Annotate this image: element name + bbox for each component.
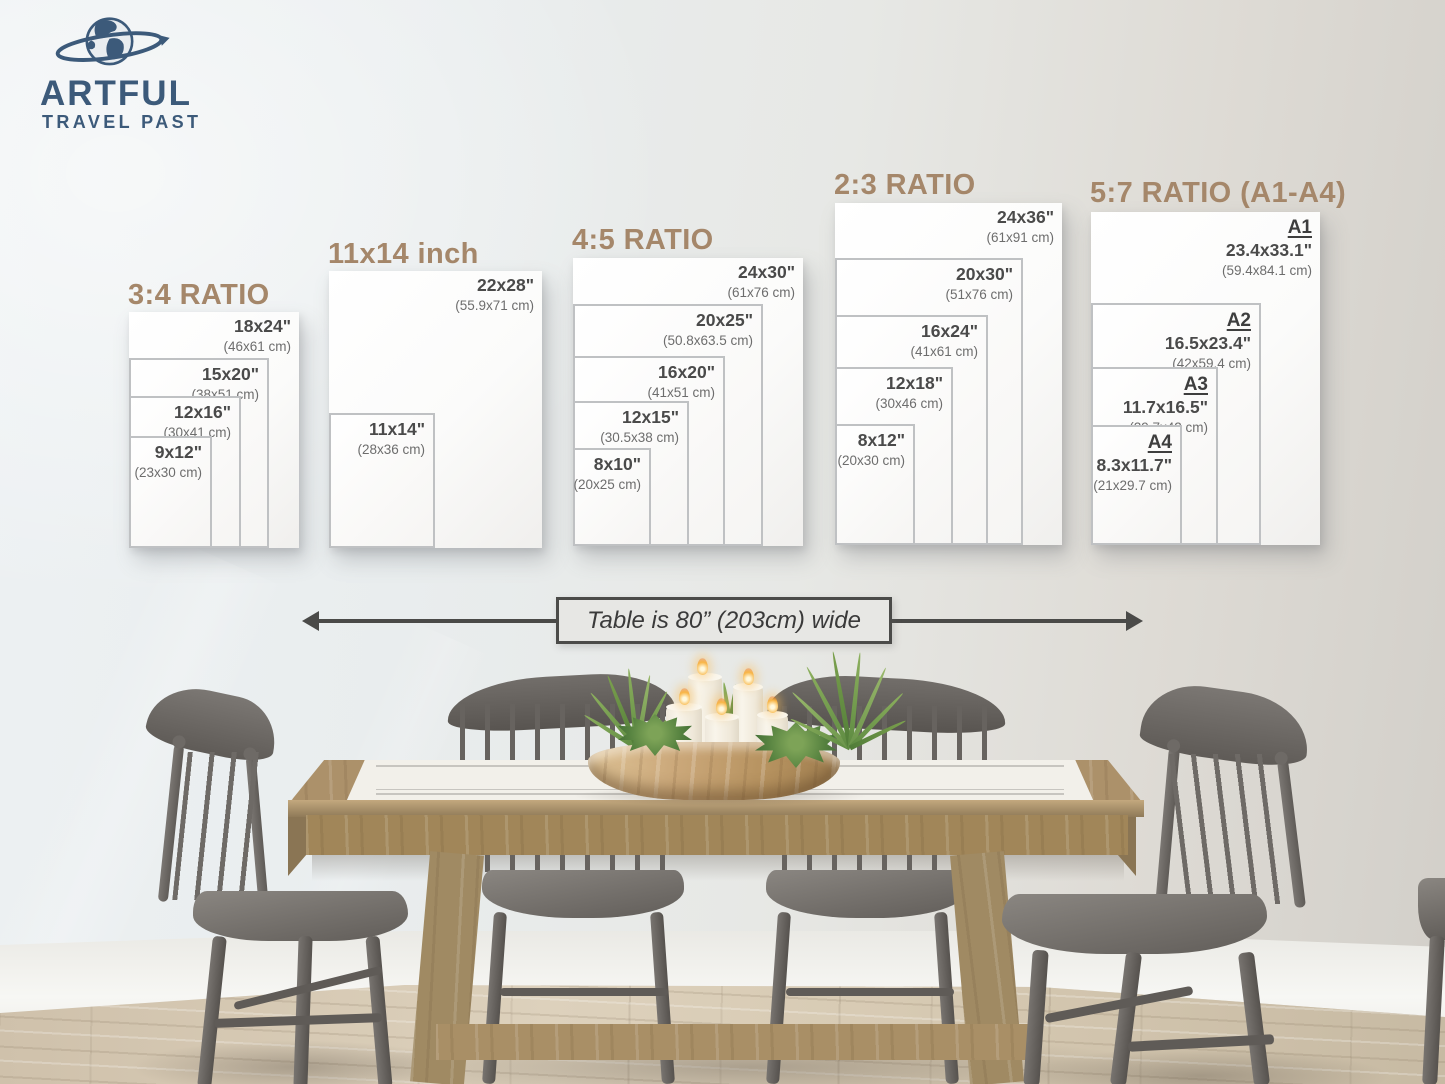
size-inches: 8x10" [593,454,641,474]
size-cm: (59.4x84.1 cm) [1221,262,1312,278]
size-inches: 8x12" [857,430,905,450]
size-cm: (46x61 cm) [223,338,291,354]
size-cm: (50.8x63.5 cm) [662,332,753,348]
chair-back-spindles [1168,754,1288,904]
size-inches: 8.3x11.7" [1096,454,1172,475]
size-label: 22x28" (55.9x71 cm) [455,275,534,315]
size-panel-11x14: 22x28" (55.9x71 cm) 11x14" (28x36 cm) [329,271,542,548]
chair-seat [1002,894,1267,954]
size-cm: (23x30 cm) [134,464,202,480]
size-rect: 8x10" (20x25 cm) [573,448,651,546]
candle-flame [679,688,690,705]
size-inches: 18x24" [234,316,291,336]
size-inches: 9x12" [154,442,202,462]
size-label: 24x36" (61x91 cm) [986,207,1054,247]
size-cm: (20x25 cm) [573,476,641,492]
paper-size-name: A4 [1147,432,1172,453]
brand-name: ARTFUL [40,74,192,113]
arrow-right-icon [1126,611,1143,631]
chair-stretcher [500,988,668,996]
paper-size-name: A3 [1183,374,1208,395]
chair-seat [766,870,968,918]
size-label: 24x30" (61x76 cm) [727,262,795,302]
chair-seat [1418,878,1445,940]
size-panel-4-5: 24x30" (61x76 cm) 20x25" (50.8x63.5 cm) … [573,258,803,546]
size-panel-5-7: A1 23.4x33.1" (59.4x84.1 cm) A2 16.5x23.… [1091,212,1320,545]
size-rect: 8x12" (20x30 cm) [835,424,915,545]
size-rect: 11x14" (28x36 cm) [329,413,435,548]
arrow-left-icon [302,611,319,631]
paper-size-name: A1 [1287,217,1312,238]
table-apron [306,815,1128,855]
panel-title-3-4: 3:4 RATIO [128,279,270,311]
size-rect: A4 8.3x11.7" (21x29.7 cm) [1091,425,1182,545]
size-inches: 12x18" [886,373,943,393]
size-inches: 12x16" [174,402,231,422]
size-inches: 22x28" [477,275,534,295]
size-cm: (30.5x38 cm) [600,429,679,445]
size-cm: (51x76 cm) [945,286,1013,302]
size-cm: (55.9x71 cm) [455,297,534,313]
air-plant [772,648,927,751]
size-inches: 16x20" [658,362,715,382]
panel-title-4-5: 4:5 RATIO [572,224,714,256]
size-inches: 15x20" [202,364,259,384]
size-rect: 9x12" (23x30 cm) [129,436,212,548]
size-inches: 20x30" [956,264,1013,284]
table-width-note: Table is 80” (203cm) wide [556,597,892,644]
panel-title-5-7: 5:7 RATIO (A1-A4) [1090,177,1347,209]
size-cm: (20x30 cm) [837,452,905,468]
size-inches: 12x15" [622,407,679,427]
brand-tagline: TRAVEL PAST [42,112,202,132]
chair-seat [482,870,684,918]
size-label: A1 23.4x33.1" (59.4x84.1 cm) [1222,216,1312,280]
paper-size-name: A2 [1226,310,1251,331]
chair-seat [193,891,408,941]
size-cm: (30x46 cm) [875,395,943,411]
size-cm: (28x36 cm) [357,441,425,457]
size-label: 18x24" (46x61 cm) [223,316,291,356]
chair-back-spindles [172,752,260,900]
globe-orbit-icon [55,17,170,66]
size-inches: 24x30" [738,262,795,282]
size-cm: (61x76 cm) [727,284,795,300]
size-inches: 24x36" [997,207,1054,227]
size-cm: (41x61 cm) [910,343,978,359]
size-inches: 16.5x23.4" [1164,332,1251,353]
size-inches: 11.7x16.5" [1122,396,1208,417]
candle-flame [697,658,708,675]
size-cm: (41x51 cm) [647,384,715,400]
size-inches: 23.4x33.1" [1225,239,1312,260]
size-cm: (21x29.7 cm) [1093,477,1172,493]
size-panel-2-3: 24x36" (61x91 cm) 20x30" (51x76 cm) 16x2… [835,203,1062,545]
panel-title-2-3: 2:3 RATIO [834,169,976,201]
size-panel-3-4: 18x24" (46x61 cm) 15x20" (38x51 cm) 12x1… [129,312,299,548]
size-inches: 20x25" [696,310,753,330]
size-inches: 11x14" [369,419,425,439]
candle-flame [743,668,754,685]
size-cm: (61x91 cm) [986,229,1054,245]
table-stretcher-beam [436,1024,1038,1060]
chair-stretcher [786,988,954,996]
panel-title-11x14: 11x14 inch [328,238,479,270]
size-inches: 16x24" [921,321,978,341]
candle-flame [716,698,727,715]
